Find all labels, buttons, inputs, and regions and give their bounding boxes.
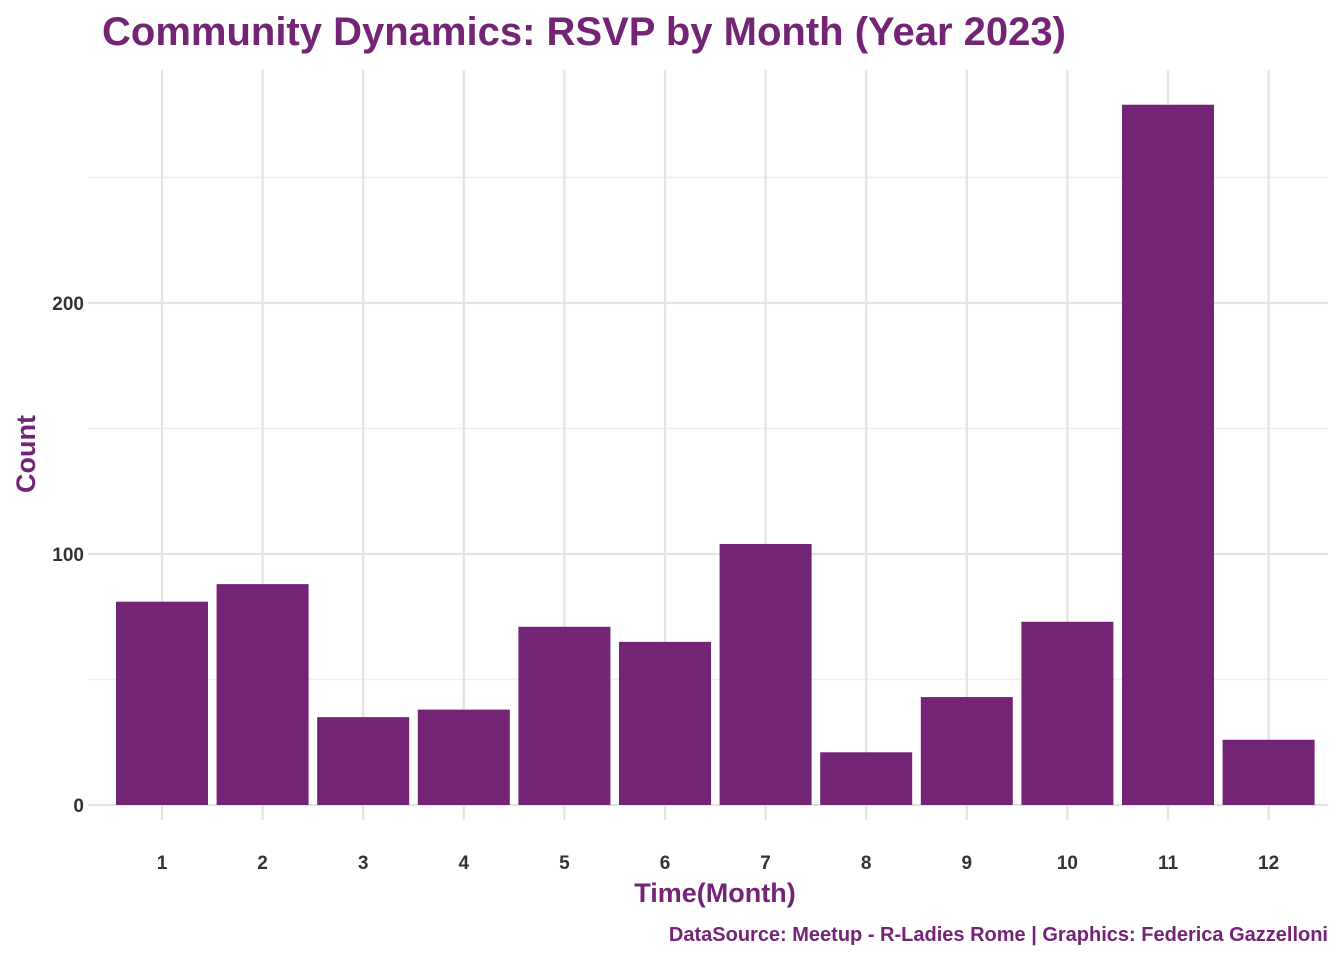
y-tick-label: 100 <box>52 545 84 566</box>
x-axis-title: Time(Month) <box>634 878 795 908</box>
x-tick-label: 3 <box>358 853 369 874</box>
x-tick-label: 6 <box>660 853 671 874</box>
x-tick-label: 11 <box>1158 853 1179 874</box>
y-axis-title: Count <box>11 415 41 493</box>
x-tick-label: 4 <box>459 853 470 874</box>
x-axis-ticks: 1 2 3 4 5 6 7 8 9 10 11 12 <box>157 853 1279 874</box>
bar-month-10 <box>1021 621 1114 805</box>
x-tick-label: 5 <box>559 853 570 874</box>
x-tick-label: 10 <box>1057 853 1078 874</box>
bar-month-4 <box>417 709 510 805</box>
y-tick-label: 0 <box>73 796 84 817</box>
y-tick-label: 200 <box>52 294 84 315</box>
bar-month-11 <box>1122 104 1214 805</box>
y-axis-ticks: 0 100 200 <box>52 294 84 817</box>
bar-month-2 <box>216 584 309 805</box>
chart-title: Community Dynamics: RSVP by Month (Year … <box>102 10 1066 54</box>
x-tick-label: 8 <box>861 853 872 874</box>
chart-caption: DataSource: Meetup - R-Ladies Rome | Gra… <box>669 924 1328 946</box>
bar-month-5 <box>518 626 611 805</box>
x-tick-label: 1 <box>157 853 168 874</box>
bar-month-8 <box>820 752 913 805</box>
x-tick-label: 2 <box>257 853 268 874</box>
bar-month-6 <box>619 641 711 805</box>
x-tick-label: 9 <box>962 853 973 874</box>
bar-month-1 <box>116 601 208 805</box>
gridlines <box>88 70 1328 820</box>
bar-month-7 <box>719 543 812 805</box>
bar-month-3 <box>317 717 410 805</box>
bar-month-9 <box>920 697 1013 805</box>
x-tick-label: 12 <box>1258 853 1279 874</box>
x-tick-label: 7 <box>760 853 771 874</box>
bars <box>116 104 1315 805</box>
bar-month-12 <box>1222 739 1315 805</box>
